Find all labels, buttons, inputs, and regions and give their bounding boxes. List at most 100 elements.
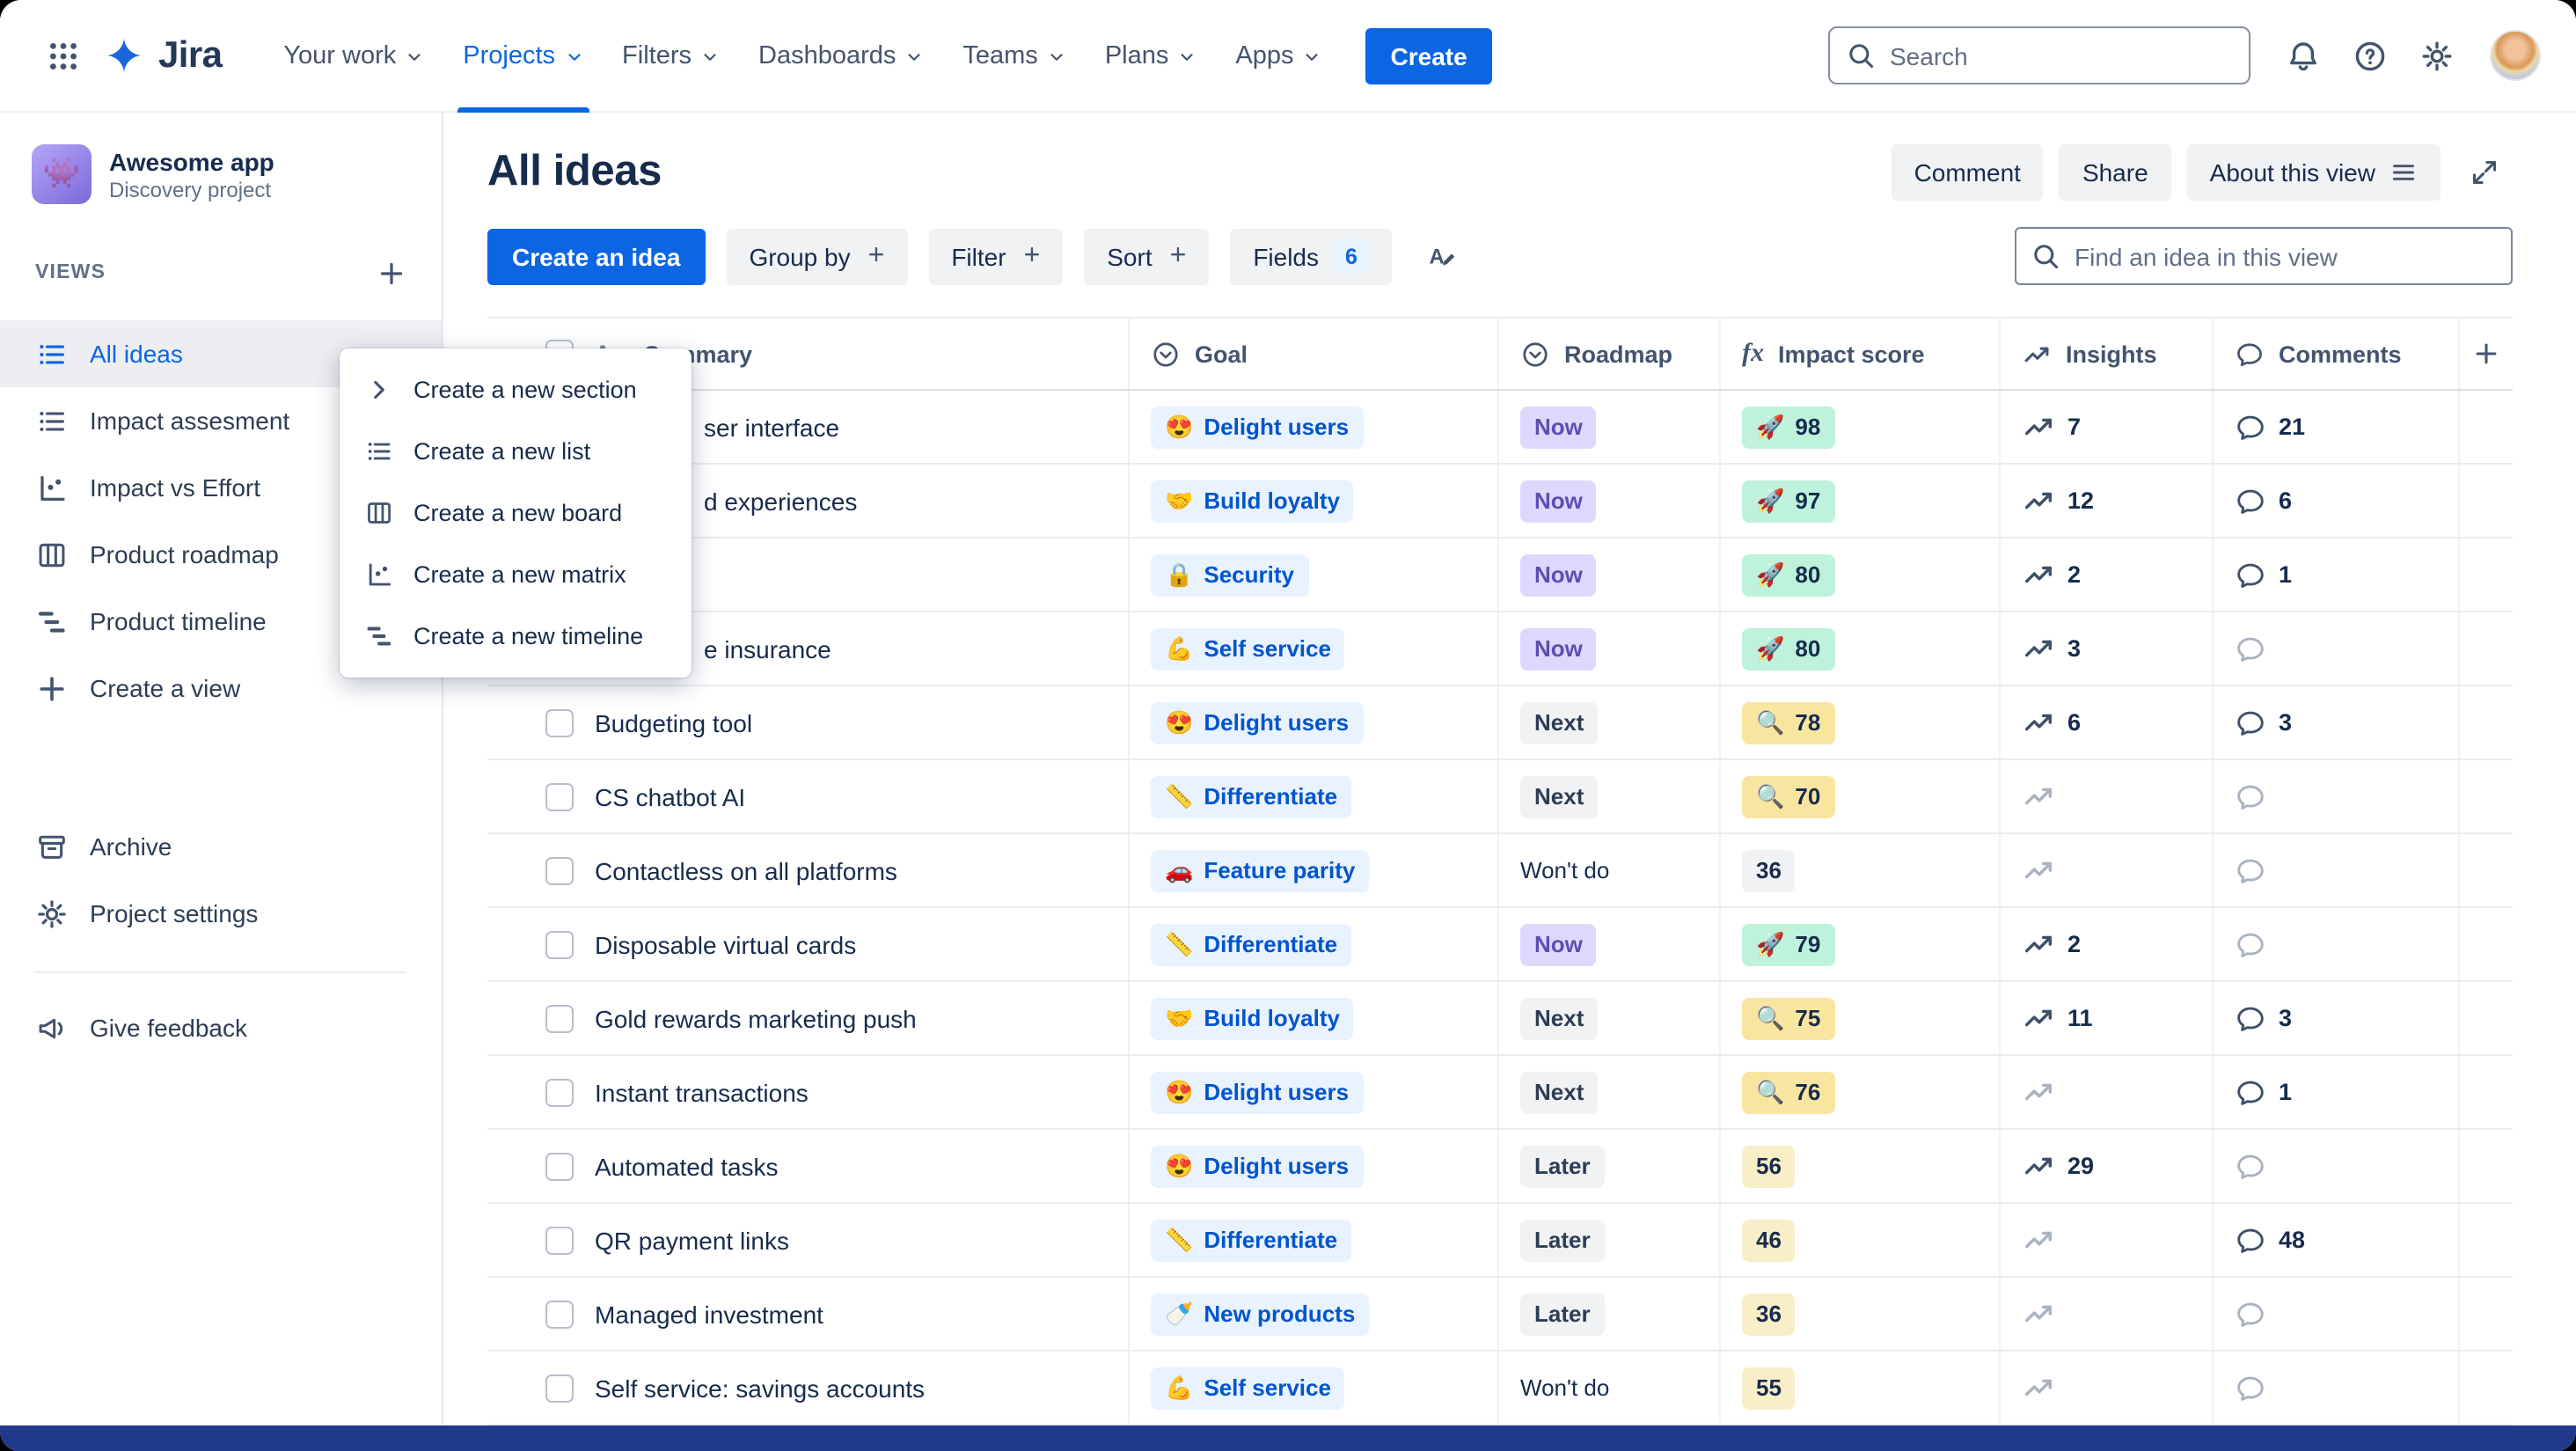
goal-chip[interactable]: 📏 Differentiate [1151,775,1352,817]
goal-chip[interactable]: 🤝 Build loyalty [1151,480,1354,522]
row-checkbox[interactable] [545,930,574,958]
sort-button[interactable]: Sort + [1084,228,1210,284]
row-checkbox[interactable] [545,1004,574,1032]
insights-cell[interactable]: 12 [2001,465,2214,537]
fields-button[interactable]: Fields 6 [1230,228,1393,284]
insights-cell[interactable]: 2 [2001,539,2214,611]
table-row[interactable]: Gold rewards marketing push 🤝 Build loyal… [487,982,2513,1056]
goal-chip[interactable]: 📏 Differentiate [1151,1219,1352,1261]
table-row[interactable]: Managed investment 🍼 New products Later 3… [487,1278,2513,1352]
rename-fields-button[interactable] [1414,228,1470,284]
comments-cell[interactable]: 21 [2214,391,2460,463]
row-checkbox[interactable] [545,1300,574,1328]
roadmap-chip[interactable]: Next [1520,775,1599,817]
table-row[interactable]: d experiences 🤝 Build loyalty Now 🚀 97 12 … [487,465,2513,539]
menu-create-a-new-board[interactable]: Create a new board [340,482,692,544]
column-comments[interactable]: Comments [2214,319,2460,389]
add-view-button[interactable] [368,250,413,296]
roadmap-chip[interactable]: Next [1520,701,1599,744]
notifications-button[interactable] [2275,27,2331,84]
sidebar-item-create-a-view[interactable]: Create a view [0,655,442,722]
comments-cell[interactable]: 1 [2214,539,2460,611]
row-checkbox[interactable] [545,1152,574,1180]
table-row[interactable]: QR payment links 📏 Differentiate Later 46… [487,1204,2513,1278]
comments-cell[interactable] [2214,834,2460,906]
goal-chip[interactable]: 🔒 Security [1151,553,1308,596]
sidebar-item-project-settings[interactable]: Project settings [0,880,442,947]
nav-projects[interactable]: Projects [443,0,603,112]
comments-cell[interactable] [2214,760,2460,832]
goal-chip[interactable]: 🚗 Feature parity [1151,849,1370,891]
help-button[interactable] [2342,27,2398,84]
group-by-button[interactable]: Group by + [726,228,908,284]
roadmap-chip[interactable]: Won't do [1520,857,1610,883]
comment-button[interactable]: Comment [1891,144,2044,201]
row-checkbox[interactable] [545,708,574,736]
table-row[interactable]: Contactless on all platforms 🚗 Feature pa… [487,834,2513,908]
about-this-view-button[interactable]: About this view [2186,144,2441,201]
nav-dashboards[interactable]: Dashboards [739,0,943,112]
comments-cell[interactable] [2214,1352,2460,1424]
column-impact-score[interactable]: fx Impact score [1721,319,2001,389]
comments-cell[interactable]: 48 [2214,1204,2460,1276]
sidebar-item-impact-assesment[interactable]: Impact assesment [0,387,442,454]
goal-chip[interactable]: 🍼 New products [1151,1293,1370,1335]
settings-button[interactable] [2409,27,2465,84]
roadmap-chip[interactable]: Later [1520,1145,1605,1187]
row-checkbox[interactable] [545,1226,574,1254]
sidebar-item-product-timeline[interactable]: Product timeline [0,588,442,655]
roadmap-chip[interactable]: Later [1520,1293,1605,1335]
comments-cell[interactable] [2214,612,2460,685]
fullscreen-button[interactable] [2456,144,2513,201]
roadmap-chip[interactable]: Now [1520,553,1597,596]
row-checkbox[interactable] [545,782,574,810]
insights-cell[interactable] [2001,1204,2214,1276]
comments-cell[interactable] [2214,908,2460,980]
jira-logo[interactable]: Jira [102,33,223,77]
menu-create-a-new-list[interactable]: Create a new list [340,421,692,482]
nav-your-work[interactable]: Your work [264,0,443,112]
insights-cell[interactable]: 3 [2001,612,2214,685]
menu-create-a-new-timeline[interactable]: Create a new timeline [340,605,692,667]
menu-create-a-new-matrix[interactable]: Create a new matrix [340,544,692,605]
insights-cell[interactable] [2001,1278,2214,1350]
insights-cell[interactable]: 7 [2001,391,2214,463]
table-row[interactable]: e insurance 💪 Self service Now 🚀 80 3 [487,612,2513,686]
table-row[interactable]: CS chatbot AI 📏 Differentiate Next 🔍 70 [487,760,2513,834]
roadmap-chip[interactable]: Now [1520,406,1597,448]
row-checkbox[interactable] [545,1078,574,1106]
insights-cell[interactable] [2001,1056,2214,1128]
sidebar-item-product-roadmap[interactable]: Product roadmap [0,521,442,588]
comments-cell[interactable] [2214,1130,2460,1202]
insights-cell[interactable]: 29 [2001,1130,2214,1202]
add-column-button[interactable] [2460,319,2513,389]
nav-filters[interactable]: Filters [603,0,739,112]
user-avatar[interactable] [2490,30,2541,81]
goal-chip[interactable]: 🤝 Build loyalty [1151,997,1354,1039]
row-checkbox[interactable] [545,1374,574,1402]
find-idea-input[interactable] [2015,227,2513,285]
roadmap-chip[interactable]: Now [1520,627,1597,670]
comments-cell[interactable] [2214,1278,2460,1350]
goal-chip[interactable]: 💪 Self service [1151,1367,1345,1409]
app-switcher-button[interactable] [35,27,91,84]
filter-button[interactable]: Filter + [928,228,1064,284]
project-header[interactable]: 👾 Awesome app Discovery project [0,113,442,229]
sidebar-item-impact-vs-effort[interactable]: Impact vs Effort [0,454,442,521]
insights-cell[interactable] [2001,760,2214,832]
column-roadmap[interactable]: Roadmap [1499,319,1721,389]
roadmap-chip[interactable]: Later [1520,1219,1605,1261]
row-checkbox[interactable] [545,856,574,884]
roadmap-chip[interactable]: Now [1520,480,1597,522]
insights-cell[interactable]: 6 [2001,686,2214,758]
insights-cell[interactable]: 2 [2001,908,2214,980]
goal-chip[interactable]: 💪 Self service [1151,627,1345,670]
table-row[interactable]: ser interface 😍 Delight users Now 🚀 98 7 2… [487,391,2513,465]
sidebar-item-give-feedback[interactable]: Give feedback [0,994,442,1061]
sidebar-item-archive[interactable]: Archive [0,813,442,880]
column-goal[interactable]: Goal [1130,319,1499,389]
table-row[interactable]: Disposable virtual cards 📏 Differentiate … [487,908,2513,982]
roadmap-chip[interactable]: Next [1520,1071,1599,1113]
table-row[interactable]: Self service: savings accounts 💪 Self ser… [487,1352,2513,1425]
goal-chip[interactable]: 📏 Differentiate [1151,923,1352,965]
